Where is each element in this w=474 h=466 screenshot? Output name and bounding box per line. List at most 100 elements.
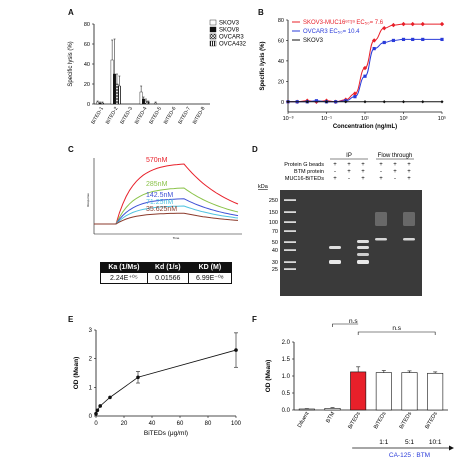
row-label: Protein G beads — [284, 162, 324, 168]
panel-letter-d: D — [252, 145, 258, 154]
sensorgram-curve — [94, 212, 239, 225]
x-tick-label: BiTED-7 — [177, 106, 192, 126]
panel-c-binding-sensorgram: Response Time 570nM 285nM 142.5nM71.25nM35.6… — [86, 157, 242, 240]
KD-value: 6.99E⁻⁰⁸ — [187, 272, 233, 284]
gel-background — [280, 190, 422, 296]
sign: + — [379, 162, 383, 168]
marker-band — [284, 268, 296, 270]
data-point — [108, 395, 112, 400]
data-point — [363, 100, 367, 104]
data-point — [363, 74, 367, 78]
marker-band — [284, 199, 296, 201]
panel-letter-b: B — [258, 8, 264, 17]
y-axis-label: OD (Mean) — [265, 360, 272, 393]
data-point — [440, 37, 444, 42]
ratio-label: 10:1 — [429, 439, 442, 446]
x-tick-label: BiTED-6 — [163, 106, 178, 126]
y-tick-label: 1 — [89, 385, 93, 391]
y-axis-label: Response — [86, 193, 90, 207]
flow-header: Flow through — [378, 153, 413, 159]
legend-label: SKOV3 — [303, 38, 324, 44]
x-tick-label: BiTEDs — [347, 411, 362, 430]
bar — [298, 408, 315, 411]
data-point — [362, 65, 368, 71]
data-point — [440, 100, 444, 104]
sign: - — [334, 169, 336, 175]
data-point — [411, 37, 415, 42]
legend-swatch — [209, 33, 217, 40]
marker-band — [284, 261, 296, 263]
kinetics-value-row: 2.24E⁺⁰⁵ 0.01566 6.99E⁻⁰⁸ — [100, 272, 233, 284]
marker-label: 50 — [272, 240, 278, 246]
protein-band — [403, 212, 415, 226]
x-tick-label: 100 — [231, 421, 242, 427]
marker-label: 30 — [272, 260, 278, 266]
legend-label: OVCAR3 — [219, 35, 244, 41]
legend-label: OVCA432 — [219, 42, 247, 48]
y-tick-label: 0 — [89, 414, 93, 420]
legend-label: SKOV3 — [219, 21, 240, 27]
marker-band — [284, 230, 296, 232]
sign: + — [347, 169, 351, 175]
marker-label: 70 — [272, 229, 278, 235]
bar — [113, 73, 116, 105]
sign: + — [333, 162, 337, 168]
y-tick-label: 20 — [278, 79, 284, 85]
x-tick-label: BiTED-8 — [192, 106, 207, 126]
sign: + — [393, 169, 397, 175]
protein-band — [357, 240, 369, 243]
legend-label: SKOV8 — [219, 28, 240, 34]
panel-letter-a: A — [68, 8, 74, 17]
x-tick-label: BiTED-5 — [148, 106, 163, 126]
marker-band — [284, 249, 296, 251]
sign: - — [348, 176, 350, 182]
sign: - — [380, 169, 382, 175]
series-line — [288, 38, 442, 103]
y-axis-label: Specific lysis (%) — [68, 41, 74, 86]
y-tick-label: 3 — [89, 328, 93, 334]
data-point — [401, 37, 406, 42]
protein-band — [375, 238, 387, 241]
data-point — [410, 21, 415, 27]
legend-swatch — [209, 26, 217, 33]
y-tick-label: 2 — [89, 357, 93, 363]
x-tick-label: BiTED-4 — [134, 106, 149, 126]
x-tick-label: BTM — [325, 411, 336, 424]
data-point — [372, 47, 376, 51]
x-tick-label: 0 — [94, 421, 98, 427]
arrow-label: CA-125 : BTM — [389, 452, 430, 459]
data-point — [314, 99, 319, 103]
series-line — [95, 349, 237, 414]
marker-band — [284, 241, 296, 243]
sign: - — [394, 176, 396, 182]
x-tick-label: 10⁵ — [438, 115, 446, 122]
ka-header: Ka (1/Ms) — [100, 262, 148, 273]
data-point — [305, 100, 309, 104]
legend-swatch — [209, 19, 217, 26]
y-tick-label: 60 — [84, 42, 90, 48]
KD-header: KD (M) — [187, 262, 233, 273]
protein-band — [357, 253, 369, 256]
data-point — [421, 100, 425, 104]
marker-label: 25 — [272, 267, 278, 273]
data-point — [401, 21, 406, 27]
data-point — [344, 100, 348, 104]
bar — [139, 91, 143, 105]
concentration-label: 142.5nM — [146, 192, 173, 199]
bar — [101, 102, 104, 105]
protein-band — [329, 260, 341, 264]
x-tick-label: Diluent — [297, 411, 311, 429]
bar — [117, 85, 121, 105]
y-tick-label: 60 — [278, 38, 284, 44]
protein-band — [357, 260, 369, 264]
panel-e-dose-curve: 0 1 2 3 0 20 40 60 80 100 BiTEDs (μg/ml) OD (Mean) — [73, 328, 242, 437]
sensorgram-curve — [94, 205, 239, 225]
sensorgram-curve — [94, 163, 239, 225]
series-line — [288, 23, 442, 103]
data-point — [391, 22, 396, 28]
x-tick-label: 10⁻³ — [283, 116, 294, 122]
y-tick-label: 1.0 — [282, 374, 291, 380]
bar — [144, 100, 148, 105]
